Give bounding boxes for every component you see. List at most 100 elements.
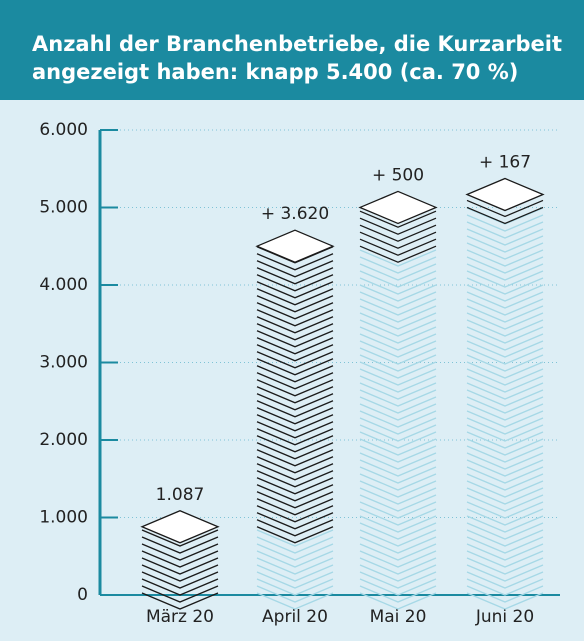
sheet <box>359 217 437 235</box>
sheet <box>359 340 437 358</box>
sheet <box>256 498 334 516</box>
sheet <box>466 480 544 498</box>
sheet <box>256 421 334 439</box>
sheet <box>359 480 437 498</box>
sheet <box>466 466 544 484</box>
sheet <box>256 505 334 523</box>
sheet <box>359 424 437 442</box>
sheet <box>359 277 437 295</box>
sheet <box>466 298 544 316</box>
sheet <box>256 564 334 582</box>
sheet <box>359 375 437 393</box>
sheet <box>466 564 544 582</box>
sheet <box>256 449 334 467</box>
sheet <box>256 267 334 285</box>
sheet <box>141 578 219 596</box>
sheet <box>466 585 544 603</box>
sheet <box>466 592 544 610</box>
sheet <box>359 585 437 603</box>
sheet <box>256 529 334 547</box>
sheet <box>466 403 544 421</box>
sheet <box>359 522 437 540</box>
sheet <box>466 501 544 519</box>
sheet <box>256 288 334 306</box>
sheet <box>256 571 334 589</box>
sheet <box>466 536 544 554</box>
sheet <box>466 389 544 407</box>
sheet <box>256 344 334 362</box>
sheet <box>359 270 437 288</box>
sheet <box>256 407 334 425</box>
sheet <box>466 543 544 561</box>
sheet <box>359 403 437 421</box>
sheet <box>466 445 544 463</box>
sheet <box>466 305 544 323</box>
stack <box>465 177 545 225</box>
sheet <box>256 386 334 404</box>
sheet <box>256 400 334 418</box>
sheet <box>466 326 544 344</box>
sheet <box>466 529 544 547</box>
stack-top <box>255 229 335 263</box>
stack <box>255 229 335 544</box>
sheet <box>359 543 437 561</box>
sheet <box>359 284 437 302</box>
chart-title: Anzahl der Branchenbetriebe, die Kurzarb… <box>0 0 584 100</box>
sheet <box>141 564 219 582</box>
sheet <box>466 368 544 386</box>
sheet <box>359 368 437 386</box>
sheet <box>256 519 334 537</box>
sheet <box>359 417 437 435</box>
sheet <box>466 438 544 456</box>
sheet <box>256 351 334 369</box>
x-tick-label: März 20 <box>146 607 214 627</box>
sheet <box>359 501 437 519</box>
sheet <box>256 316 334 334</box>
sheet <box>256 477 334 495</box>
sheet <box>141 543 219 561</box>
base-stack <box>359 249 437 610</box>
sheet <box>359 249 437 267</box>
sheet <box>466 424 544 442</box>
sheet <box>359 564 437 582</box>
sheet <box>466 557 544 575</box>
sheet <box>359 473 437 491</box>
sheet <box>359 347 437 365</box>
sheet <box>466 249 544 267</box>
sheet <box>256 592 334 610</box>
sheet <box>466 242 544 260</box>
sheet <box>359 515 437 533</box>
sheet <box>466 508 544 526</box>
sheet <box>141 585 219 603</box>
base-stack <box>256 529 334 610</box>
sheet <box>359 291 437 309</box>
sheet <box>359 231 437 249</box>
sheet <box>466 228 544 246</box>
sheet <box>466 452 544 470</box>
sheet <box>359 389 437 407</box>
sheet <box>256 526 334 544</box>
sheet <box>466 270 544 288</box>
sheet <box>256 435 334 453</box>
sheet <box>256 456 334 474</box>
sheet <box>359 487 437 505</box>
sheet <box>256 578 334 596</box>
sheet <box>256 330 334 348</box>
sheet <box>359 382 437 400</box>
sheet <box>359 550 437 568</box>
y-tick-label: 2.000 <box>39 430 88 450</box>
sheet <box>466 256 544 274</box>
value-label: + 500 <box>372 165 424 185</box>
x-tick-label: Juni 20 <box>475 607 534 627</box>
sheet <box>256 484 334 502</box>
sheet <box>466 206 544 225</box>
sheet <box>359 312 437 330</box>
sheet <box>466 291 544 309</box>
sheet <box>359 396 437 414</box>
sheet <box>359 354 437 372</box>
sheet <box>256 557 334 575</box>
value-label: 1.087 <box>156 485 205 505</box>
sheet <box>256 393 334 411</box>
sheet <box>256 379 334 397</box>
